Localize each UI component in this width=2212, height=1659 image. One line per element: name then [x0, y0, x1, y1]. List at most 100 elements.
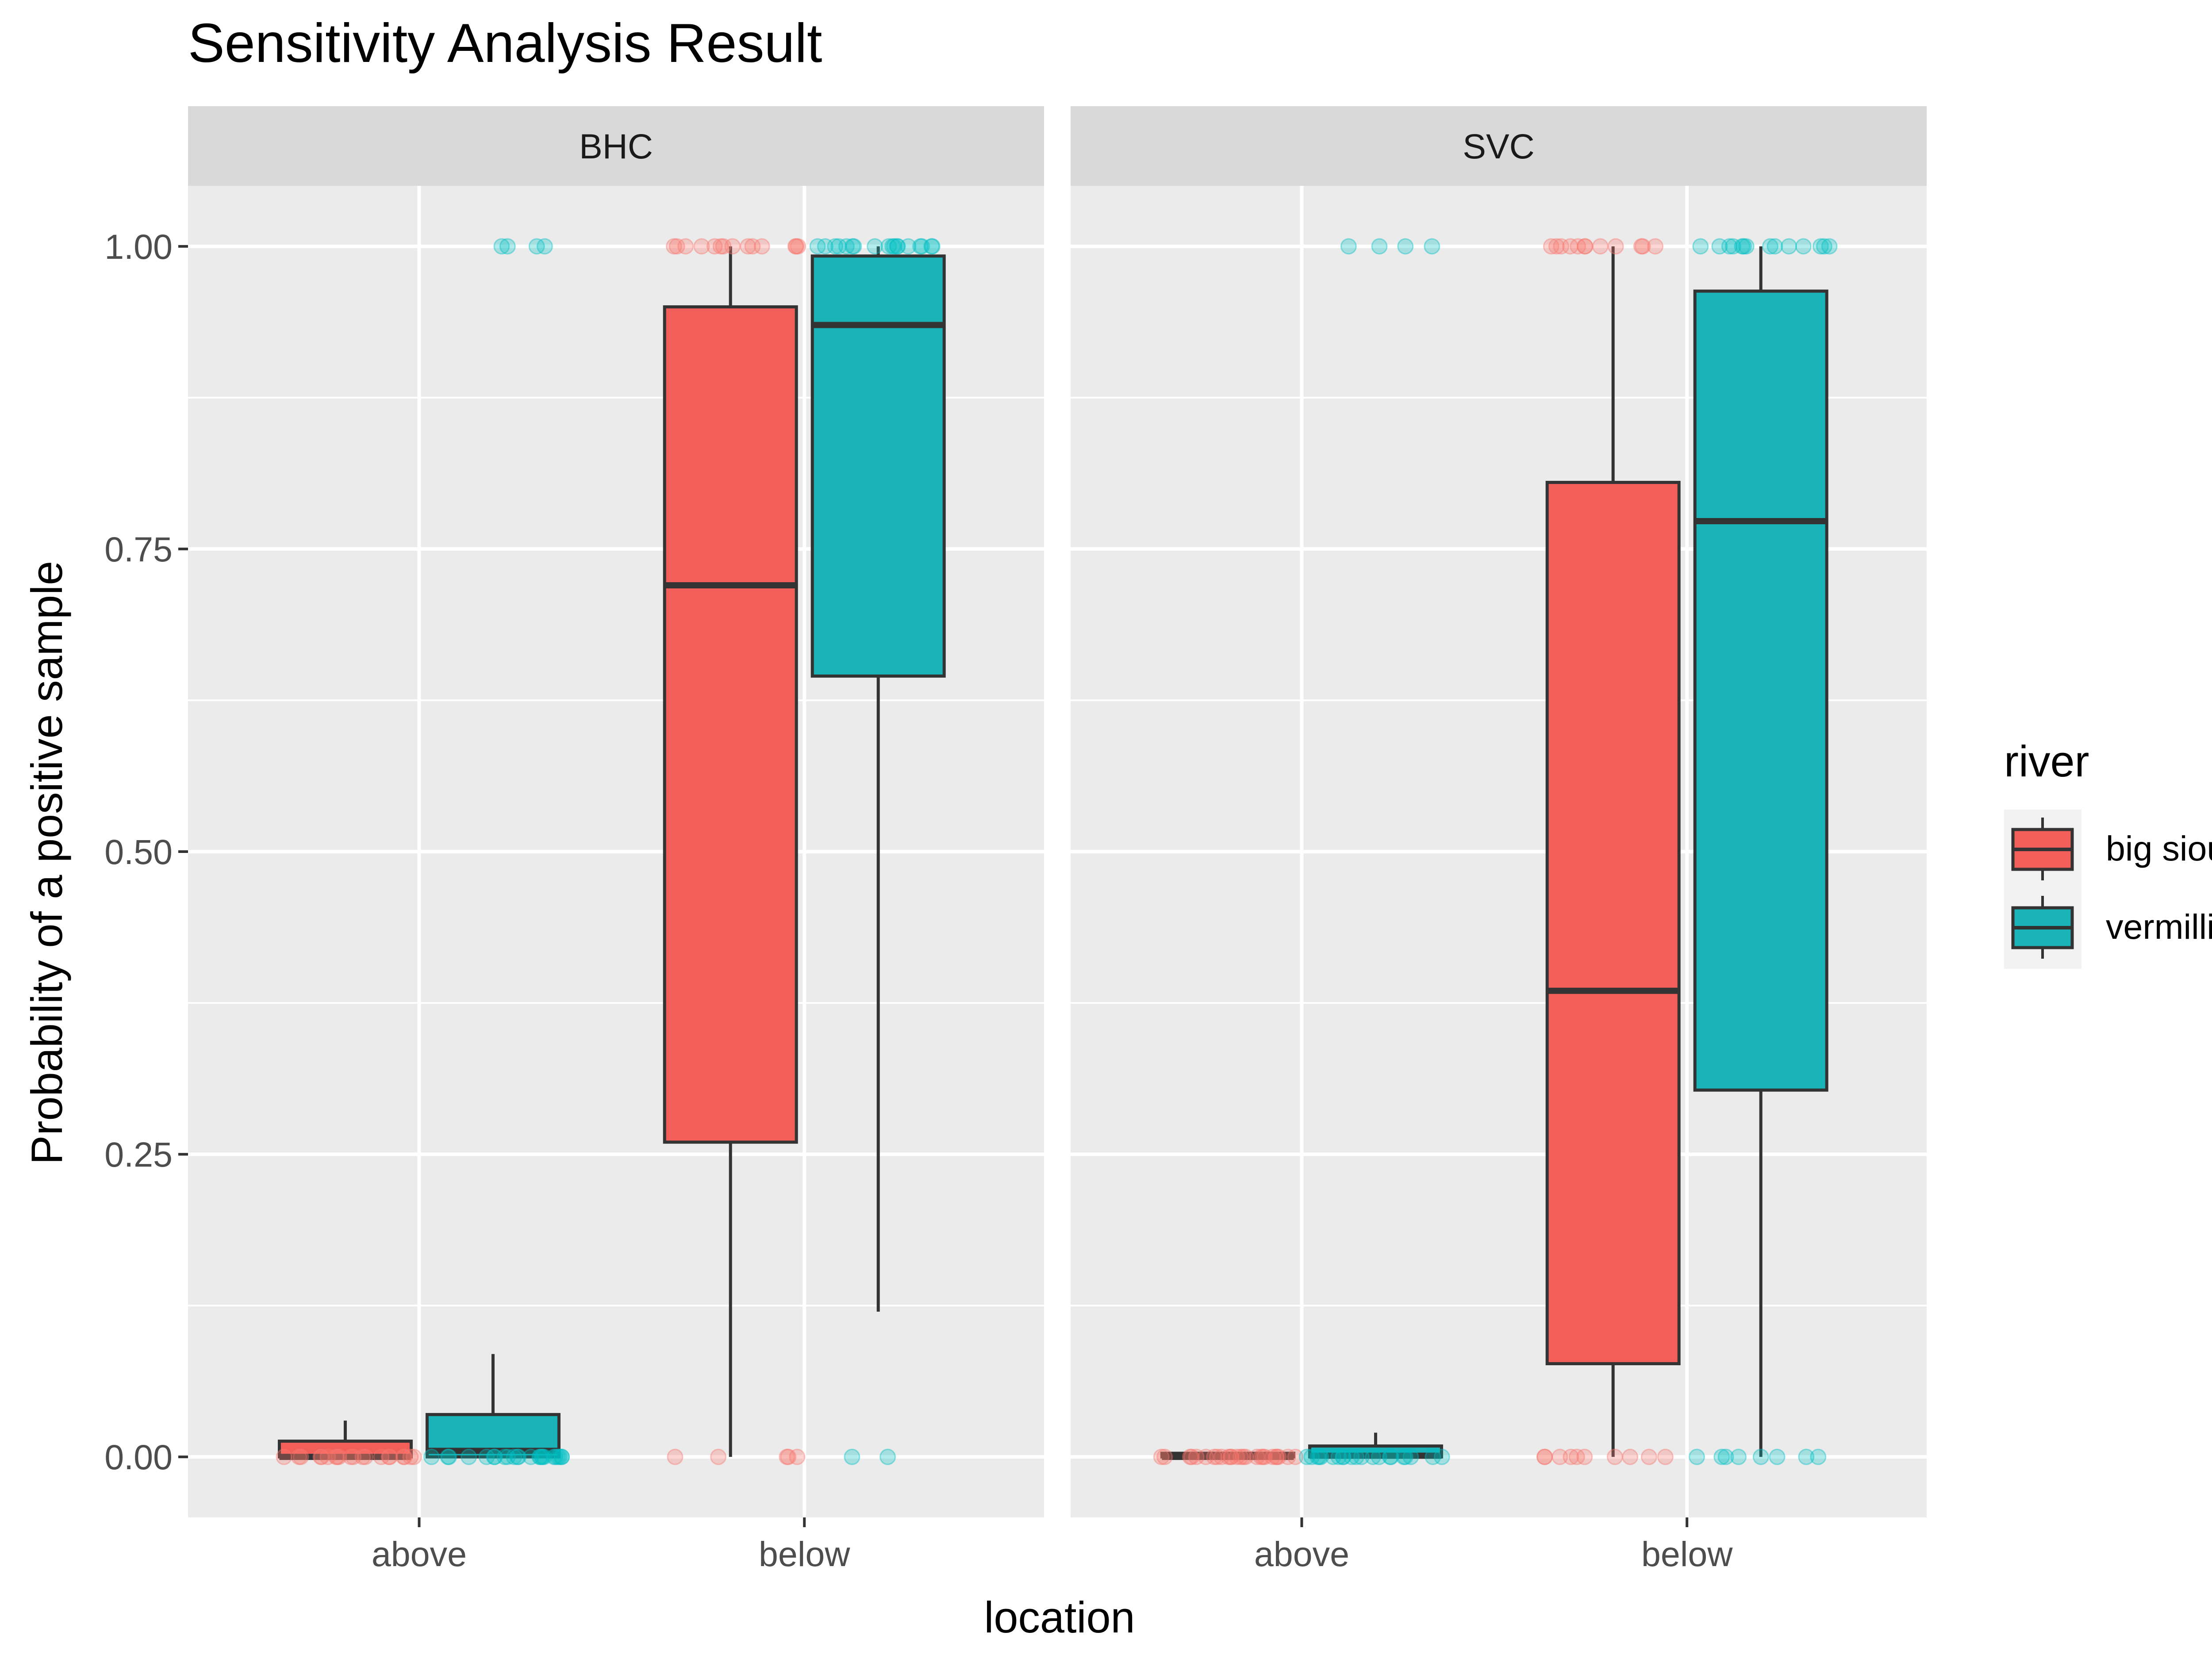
data-point — [522, 1448, 539, 1465]
data-point — [1311, 1448, 1328, 1465]
data-point — [328, 1448, 345, 1465]
data-point — [461, 1448, 477, 1465]
data-point — [1188, 1448, 1205, 1465]
data-point — [1220, 1448, 1237, 1465]
data-point — [373, 1448, 390, 1465]
data-point — [1268, 1448, 1285, 1465]
data-point — [1335, 1448, 1352, 1465]
data-point — [510, 1448, 527, 1465]
data-point — [1536, 1448, 1553, 1465]
box-body — [1545, 480, 1681, 1365]
box-body — [663, 305, 798, 1144]
data-point — [788, 238, 805, 255]
data-point — [1795, 238, 1812, 255]
data-point — [712, 238, 729, 255]
data-point — [1730, 1448, 1747, 1465]
data-point — [496, 1448, 513, 1465]
data-point — [706, 238, 723, 255]
data-point — [1340, 238, 1357, 255]
box-above-vermillion — [423, 238, 570, 1465]
data-point — [1348, 1448, 1365, 1465]
box-body — [810, 254, 946, 678]
data-point — [534, 1448, 551, 1465]
data-point — [313, 1448, 330, 1465]
data-point — [1255, 1448, 1271, 1465]
data-point — [886, 238, 902, 255]
data-point — [276, 1448, 292, 1465]
legend-label: big sioux — [2106, 829, 2212, 868]
data-point — [1798, 1448, 1815, 1465]
legend-label: vermillion — [2106, 907, 2212, 946]
data-point — [1287, 1448, 1304, 1465]
data-point — [553, 1448, 570, 1465]
data-point — [1213, 1448, 1230, 1465]
data-point — [1235, 1448, 1252, 1465]
data-point — [1364, 1448, 1381, 1465]
data-point — [1223, 1448, 1240, 1465]
data-point — [1769, 1448, 1786, 1465]
data-point — [724, 238, 741, 255]
data-point — [551, 1448, 568, 1465]
data-point — [1563, 1448, 1579, 1465]
data-point — [291, 1448, 307, 1465]
data-point — [1576, 238, 1593, 255]
data-point — [744, 238, 761, 255]
data-point — [1721, 238, 1738, 255]
data-point — [1153, 1448, 1170, 1465]
data-point — [1562, 238, 1578, 255]
data-point — [1821, 238, 1838, 255]
data-point — [1433, 1448, 1450, 1465]
data-point — [1156, 1448, 1173, 1465]
box-above-vermillion — [1298, 238, 1450, 1465]
data-point — [1634, 238, 1651, 255]
data-point — [1371, 238, 1388, 255]
legend-entry-big-sioux: big sioux — [2011, 818, 2212, 880]
data-point — [312, 1448, 329, 1465]
data-point — [779, 1448, 795, 1465]
data-point — [827, 238, 844, 255]
data-point — [1592, 238, 1609, 255]
box-below-big-sioux — [663, 238, 806, 1465]
data-point — [1724, 238, 1741, 255]
data-point — [1692, 238, 1709, 255]
data-point — [693, 238, 710, 255]
data-point — [889, 238, 906, 255]
data-point — [1622, 1448, 1639, 1465]
y-tick-label: 0.25 — [104, 1135, 173, 1174]
data-point — [1543, 238, 1559, 255]
data-point — [441, 1448, 457, 1465]
data-point — [912, 238, 929, 255]
data-point — [1736, 238, 1752, 255]
data-point — [345, 1448, 362, 1465]
facet-strip-label: BHC — [579, 127, 653, 166]
data-point — [1229, 1448, 1245, 1465]
data-point — [780, 1448, 797, 1465]
data-point — [889, 238, 906, 255]
data-point — [1232, 1448, 1249, 1465]
data-point — [809, 238, 826, 255]
data-point — [1424, 238, 1440, 255]
y-tick-label: 1.00 — [104, 227, 173, 266]
data-point — [880, 238, 897, 255]
data-point — [1264, 1448, 1281, 1465]
y-tick-label: 0.00 — [104, 1437, 173, 1477]
data-point — [884, 238, 901, 255]
data-point — [357, 1448, 374, 1465]
data-point — [1576, 1448, 1593, 1465]
data-point — [1209, 1448, 1225, 1465]
data-point — [1647, 238, 1664, 255]
data-point — [1279, 1448, 1296, 1465]
x-tick-label: below — [1641, 1534, 1733, 1574]
data-point — [740, 238, 757, 255]
legend: river big sioux vermillion — [2004, 737, 2212, 969]
data-point — [1568, 1448, 1585, 1465]
data-point — [1198, 1448, 1214, 1465]
data-point — [1713, 1448, 1730, 1465]
data-point — [1810, 1448, 1827, 1465]
data-point — [844, 238, 861, 255]
data-point — [1570, 238, 1586, 255]
data-point — [381, 1448, 398, 1465]
data-point — [330, 1448, 347, 1465]
